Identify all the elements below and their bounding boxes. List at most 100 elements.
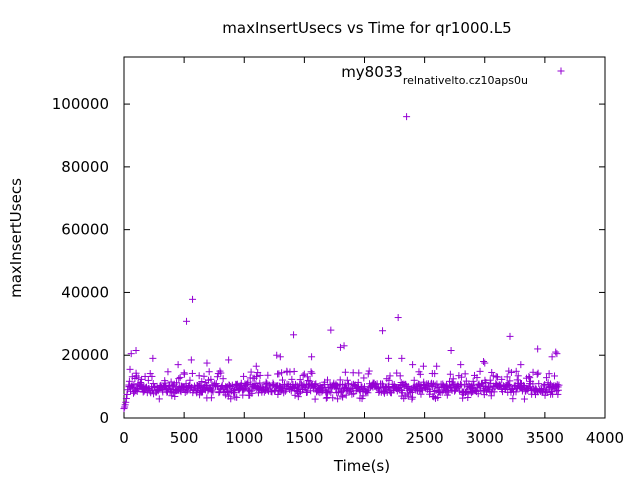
data-point [348,390,356,398]
data-point [490,388,498,396]
data-point [137,379,145,387]
data-point [507,368,515,376]
data-point [290,331,298,339]
data-point [186,376,194,384]
data-point [295,389,303,397]
data-point [543,374,551,382]
data-point [247,368,255,376]
data-point [252,362,260,370]
data-point [417,390,425,398]
data-point [386,372,394,380]
data-point [227,395,235,403]
data-point [504,380,512,388]
data-point [209,388,217,396]
y-tick-label: 60000 [61,221,109,239]
data-point [290,367,298,375]
data-point [125,381,133,389]
data-point [355,369,363,377]
data-point [304,377,312,385]
data-point [420,378,428,386]
data-point [340,342,348,350]
legend: my8033relnativelto.cz10aps0u [341,63,565,87]
data-point [451,386,459,394]
data-point [552,348,560,356]
data-point [513,376,521,384]
data-point [345,380,353,388]
data-point [359,392,367,400]
data-point [498,375,506,383]
data-point [525,373,533,381]
data-point [169,382,177,390]
data-point [161,379,169,387]
x-axis-label: Time(s) [333,457,390,475]
data-point [144,376,152,384]
data-point [555,381,563,389]
data-point [336,343,344,351]
x-tick-label: 2500 [406,429,444,447]
data-point [503,373,511,381]
data-point [148,372,156,380]
data-point [520,395,528,403]
data-point [434,394,442,402]
data-point [262,378,270,386]
data-point [207,394,215,402]
data-point [327,326,335,334]
data-point [200,372,208,380]
data-point [424,382,432,390]
data-point [361,383,368,391]
data-point [149,380,157,388]
data-point [553,387,561,395]
data-point [122,395,130,403]
data-point [506,332,514,340]
data-point [526,374,534,382]
data-point [404,392,412,400]
data-point [276,353,284,361]
data-point [446,370,454,378]
data-point [205,368,213,376]
data-point [486,376,494,384]
data-point [339,393,347,401]
data-point [481,359,489,367]
data-point [282,384,290,392]
data-point [303,388,311,396]
data-point [227,382,235,390]
data-point [548,353,556,361]
data-point [350,380,358,388]
data-point [360,374,368,382]
data-point [308,369,316,377]
data-point [398,389,406,397]
data-point [431,370,439,378]
data-point [473,374,481,382]
data-point [252,380,260,388]
data-point [171,392,179,400]
data-point [288,375,296,383]
data-point [457,361,465,369]
data-point [341,368,349,376]
data-point [543,388,551,396]
data-point [509,395,517,403]
data-point [138,375,146,383]
x-tick-label: 1000 [225,429,263,447]
data-point [187,356,195,364]
data-point [449,375,457,383]
data-point [240,372,248,380]
data-point [334,395,342,403]
data-point [183,317,191,325]
data-point [299,371,307,379]
x-tick-label: 0 [119,429,129,447]
data-point [233,393,241,401]
data-point [457,373,465,381]
data-point [154,387,162,395]
data-point [239,391,247,399]
data-point [385,376,393,384]
data-point [336,376,344,384]
data-point [535,380,543,388]
data-point [379,327,387,335]
data-point [264,371,272,379]
data-point [296,376,304,384]
data-point [123,390,131,398]
data-point [219,375,227,383]
data-point [132,347,140,355]
data-point [139,388,147,396]
data-point [430,393,438,401]
